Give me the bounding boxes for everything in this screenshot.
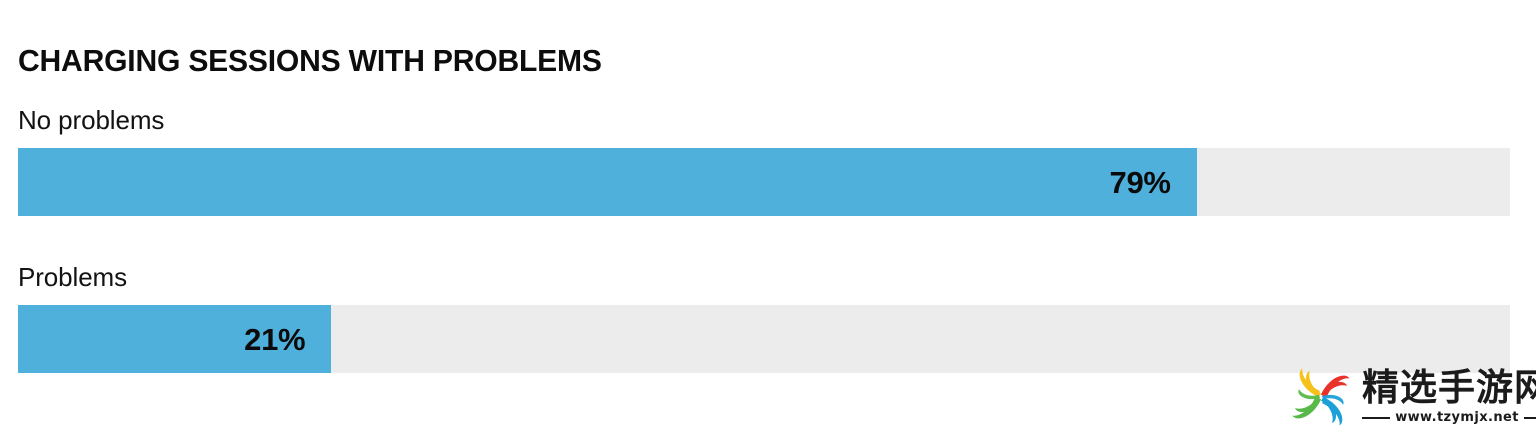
bar-fill: 21% [18,305,332,373]
bar-value-label: 21% [244,321,306,357]
page-title: CHARGING SESSIONS WITH PROBLEMS [18,43,602,78]
bar-row-no-problems: No problems 79% [18,104,1510,216]
watermark-rule-right [1523,416,1536,419]
watermark-url: www.tzymjx.net [1395,410,1519,425]
bar-track: 21% [18,305,1510,373]
watermark-brand: 精选手游网 [1362,366,1536,409]
bar-track: 79% [18,148,1510,216]
watermark-text: 精选手游网 www.tzymjx.net [1362,369,1536,424]
bar-label: Problems [18,262,128,292]
watermark-url-row: www.tzymjx.net [1362,411,1536,424]
bar-label: No problems [18,105,165,135]
bar-row-problems: Problems 21% [18,261,1510,373]
pinwheel-swirl-logo-icon [1292,367,1350,426]
bar-fill: 79% [18,148,1197,216]
watermark-rule-left [1362,416,1391,419]
bar-value-label: 79% [1109,164,1171,200]
